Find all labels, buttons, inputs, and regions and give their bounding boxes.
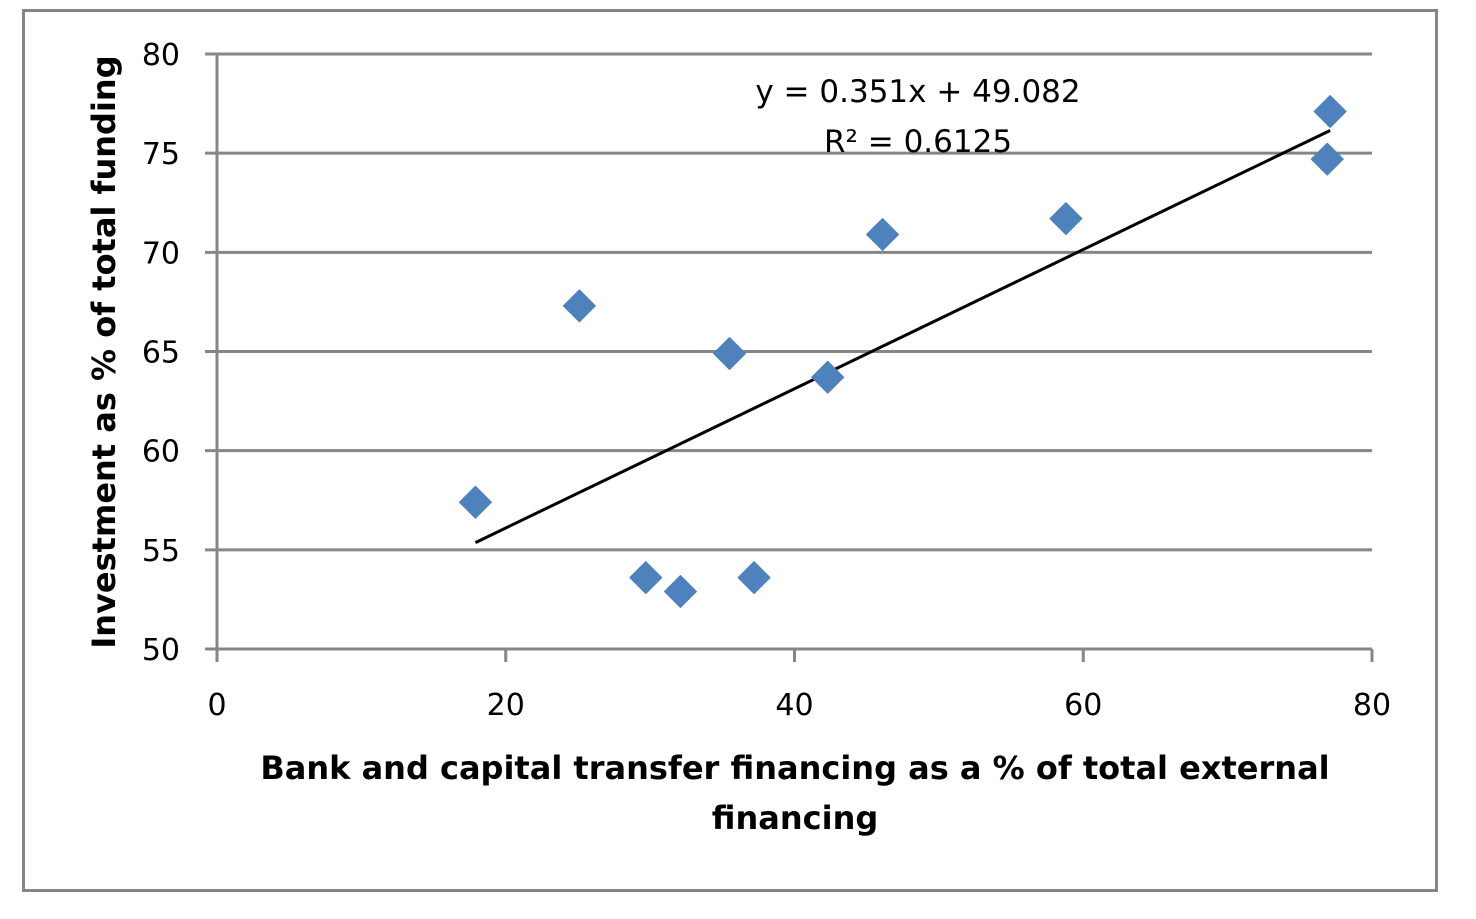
data-points <box>458 95 1347 608</box>
trendline-equation: y = 0.351x + 49.082 <box>755 74 1080 110</box>
x-axis-title-line2: financing <box>712 799 879 837</box>
x-axis-title-line1: Bank and capital transfer financing as a… <box>260 749 1329 787</box>
r-squared-label: R² = 0.6125 <box>824 124 1012 160</box>
x-tick-label: 60 <box>1064 688 1102 723</box>
x-tick-label: 0 <box>207 688 226 723</box>
data-point-marker <box>1313 95 1347 129</box>
data-point-marker <box>713 336 747 370</box>
y-tick-label: 75 <box>142 137 180 172</box>
data-point-marker <box>663 574 697 608</box>
data-point-marker <box>1310 142 1344 176</box>
y-tick-label: 80 <box>142 38 180 73</box>
y-axis-title: Investment as % of total funding <box>85 55 123 648</box>
x-tick-label: 80 <box>1353 688 1391 723</box>
data-point-marker <box>737 561 771 595</box>
data-point-marker <box>629 561 663 595</box>
x-tick-label: 40 <box>775 688 813 723</box>
x-tick-label: 20 <box>487 688 525 723</box>
data-point-marker <box>1049 202 1083 236</box>
data-point-marker <box>562 289 596 323</box>
data-point-marker <box>811 360 845 394</box>
y-tick-labels: 50 55 60 65 70 75 80 <box>142 38 180 668</box>
y-tick-label: 70 <box>142 236 180 271</box>
trendline <box>474 129 1331 544</box>
chart-frame <box>22 9 1438 892</box>
y-tick-label: 55 <box>142 534 180 569</box>
y-tick-label: 60 <box>142 435 180 470</box>
data-point-marker <box>458 485 492 519</box>
axes <box>215 54 1374 662</box>
y-tick-label: 65 <box>142 336 180 371</box>
gridlines <box>205 52 1372 651</box>
data-point-marker <box>866 217 900 251</box>
x-tick-labels: 0 20 40 60 80 <box>207 688 1391 723</box>
y-tick-label: 50 <box>142 633 180 668</box>
